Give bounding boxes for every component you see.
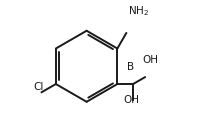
Text: B: B <box>128 62 135 72</box>
Text: NH$_2$: NH$_2$ <box>128 4 149 18</box>
Text: OH: OH <box>123 95 139 105</box>
Text: OH: OH <box>143 55 159 65</box>
Text: Cl: Cl <box>34 82 44 92</box>
